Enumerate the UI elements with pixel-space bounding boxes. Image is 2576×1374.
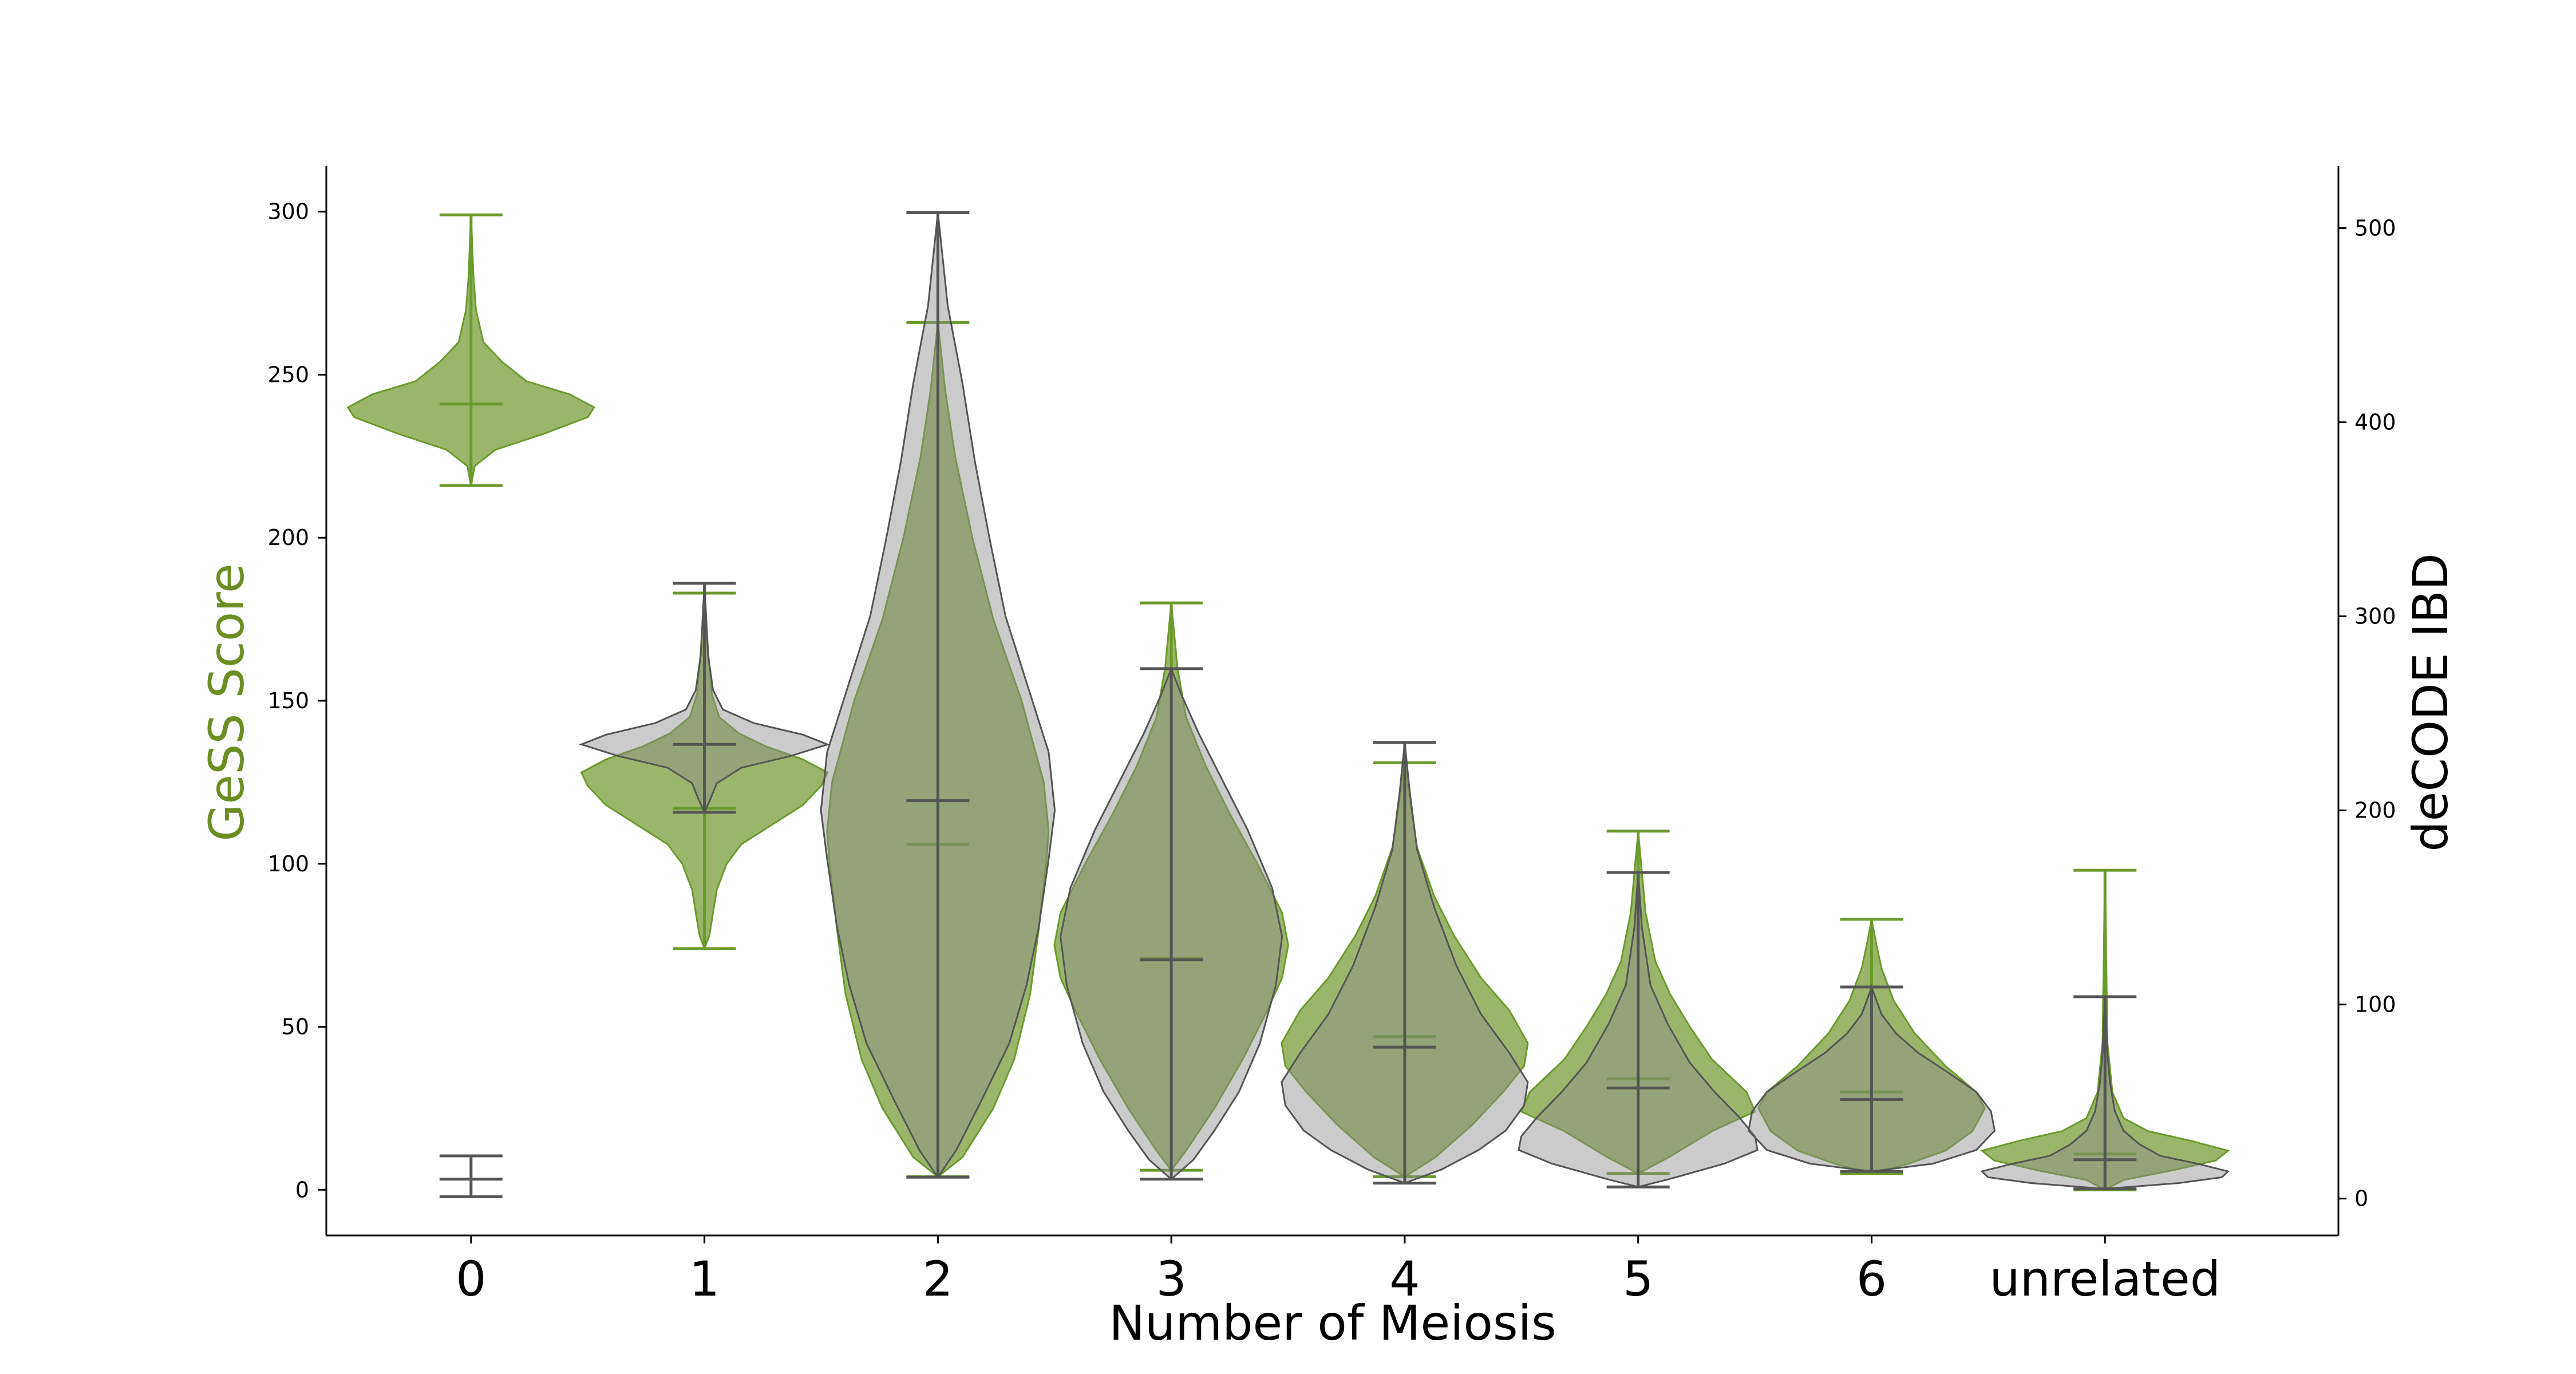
x-tick-label: 4: [1389, 1251, 1420, 1307]
gess-violins: [346, 213, 2230, 1191]
x-tick-label: unrelated: [1989, 1251, 2221, 1307]
y-tick-label-left: 0: [295, 1177, 309, 1202]
y-tick-label-left: 200: [267, 525, 309, 550]
y-tick-label-left: 50: [282, 1014, 309, 1040]
x-tick-label: 2: [923, 1251, 953, 1307]
x-axis-label: Number of Meiosis: [1109, 1295, 1556, 1351]
y-axis-label-left: GeSS Score: [199, 563, 255, 841]
axes: 0 50 100 150 200 250 300 0 100 200 300 400 500 0 1 2 3 4 5…: [267, 166, 2396, 1307]
x-tick-label: 3: [1156, 1251, 1186, 1307]
y-tick-label-right: 0: [2354, 1186, 2368, 1211]
y-tick-label-right: 500: [2354, 215, 2396, 240]
y-tick-label-left: 100: [267, 851, 309, 876]
y-tick-label-left: 300: [267, 199, 309, 224]
x-tick-label: 1: [689, 1251, 720, 1307]
y-tick-label-right: 400: [2354, 410, 2396, 435]
x-tick-label: 5: [1623, 1251, 1653, 1307]
decode-violins: [439, 211, 2230, 1198]
y-tick-label-right: 200: [2354, 798, 2396, 823]
x-tick-label: 0: [456, 1251, 486, 1307]
y-tick-label-right: 100: [2354, 992, 2396, 1017]
y-tick-label-left: 150: [267, 688, 309, 713]
y-axis-label-right: deCODE IBD: [2403, 553, 2459, 851]
y-tick-label-left: 250: [267, 362, 309, 387]
y-tick-label-right: 300: [2354, 604, 2396, 629]
x-tick-label: 6: [1856, 1251, 1887, 1307]
